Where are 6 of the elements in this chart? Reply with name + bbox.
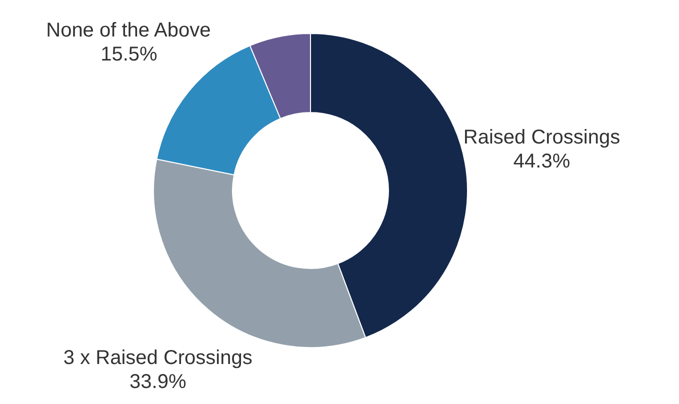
data-label: 33.9% — [130, 371, 186, 394]
slice-label: Raised Crossings — [463, 126, 620, 149]
data-label: 44.3% — [513, 150, 570, 173]
data-label: 15.5% — [100, 43, 158, 66]
slice-label: 3 x Raised Crossings — [63, 347, 252, 370]
slice-label: None of the Above — [46, 19, 211, 42]
